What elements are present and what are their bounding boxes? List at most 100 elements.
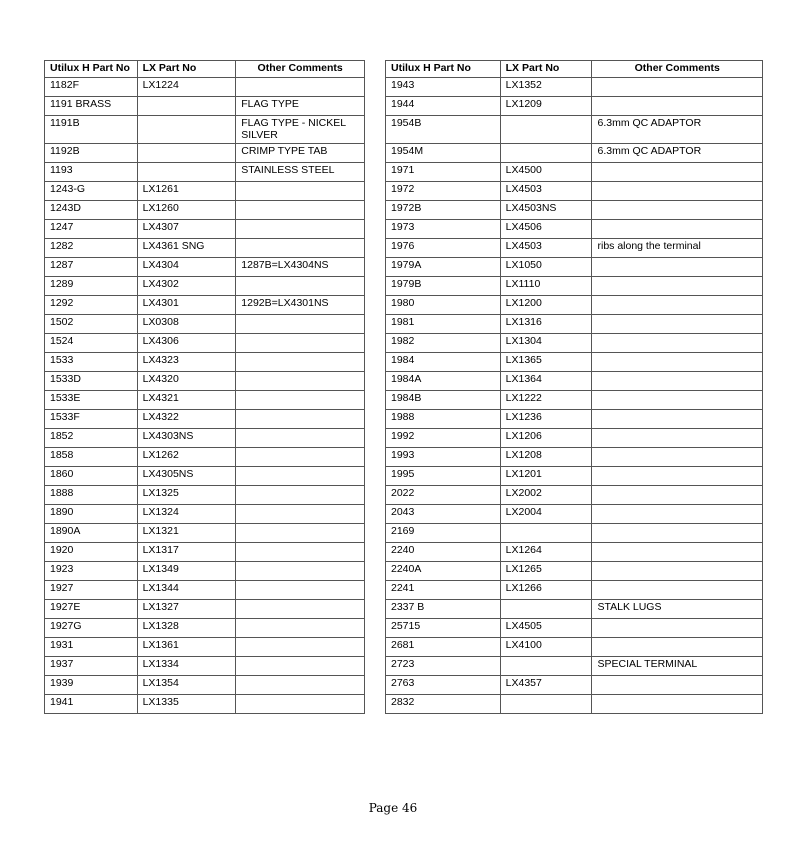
lx-part-no-cell: LX1224: [136, 77, 237, 97]
lx-part-no-cell: [499, 523, 593, 543]
utilux-part-no-cell: 1973: [385, 219, 501, 239]
lx-part-no-cell: [499, 143, 593, 163]
comments-cell: [591, 352, 763, 372]
lx-part-no-cell: LX1304: [499, 333, 593, 353]
table-row: 1852 LX4303NS: [44, 428, 365, 448]
comments-cell: [591, 219, 763, 239]
header-utilux-part-no: Utilux H Part No: [385, 60, 501, 78]
lx-part-no-cell: LX1316: [499, 314, 593, 334]
lx-part-no-cell: LX4301: [136, 295, 237, 315]
utilux-part-no-cell: 2240: [385, 542, 501, 562]
utilux-part-no-cell: 1984: [385, 352, 501, 372]
utilux-part-no-cell: 1927: [44, 580, 138, 600]
comments-cell: [235, 333, 365, 353]
utilux-part-no-cell: 1939: [44, 675, 138, 695]
comments-cell: [591, 618, 763, 638]
comments-cell: [591, 637, 763, 657]
comments-cell: ribs along the terminal: [591, 238, 763, 258]
lx-part-no-cell: LX1266: [499, 580, 593, 600]
utilux-part-no-cell: 2043: [385, 504, 501, 524]
utilux-part-no-cell: 1890A: [44, 523, 138, 543]
utilux-part-no-cell: 1858: [44, 447, 138, 467]
lx-part-no-cell: LX4361 SNG: [136, 238, 237, 258]
comments-cell: [591, 200, 763, 220]
table-row: 1860 LX4305NS: [44, 466, 365, 486]
comments-cell: [591, 333, 763, 353]
utilux-part-no-cell: 1954B: [385, 115, 501, 144]
table-row: 1193 STAINLESS STEEL: [44, 162, 365, 182]
lx-part-no-cell: LX1354: [136, 675, 237, 695]
comments-cell: [235, 504, 365, 524]
comments-cell: [591, 561, 763, 581]
comments-cell: [235, 428, 365, 448]
lx-part-no-cell: [499, 656, 593, 676]
utilux-part-no-cell: 1981: [385, 314, 501, 334]
comments-cell: [235, 219, 365, 239]
utilux-part-no-cell: 2022: [385, 485, 501, 505]
lx-part-no-cell: LX4323: [136, 352, 237, 372]
comments-cell: [591, 504, 763, 524]
table-row: 1502 LX0308: [44, 314, 365, 334]
lx-part-no-cell: LX4322: [136, 409, 237, 429]
utilux-part-no-cell: 1944: [385, 96, 501, 116]
table-row: 1988 LX1236: [385, 409, 763, 429]
utilux-part-no-cell: 1982: [385, 333, 501, 353]
page-number: Page 46: [368, 801, 418, 815]
lx-part-no-cell: LX1264: [499, 542, 593, 562]
utilux-part-no-cell: 1979A: [385, 257, 501, 277]
comments-cell: [235, 276, 365, 296]
header-row: Utilux H Part No LX Part No Other Commen…: [44, 60, 365, 78]
comments-cell: [591, 428, 763, 448]
table-row: 1927 LX1344: [44, 580, 365, 600]
utilux-part-no-cell: 1533E: [44, 390, 138, 410]
utilux-part-no-cell: 1182F: [44, 77, 138, 97]
utilux-part-no-cell: 2337 B: [385, 599, 501, 619]
lx-part-no-cell: [136, 115, 237, 144]
lx-part-no-cell: LX1110: [499, 276, 593, 296]
utilux-part-no-cell: 1943: [385, 77, 501, 97]
header-row: Utilux H Part No LX Part No Other Commen…: [385, 60, 763, 78]
table-row: 1984 LX1365: [385, 352, 763, 372]
comments-cell: [591, 542, 763, 562]
comments-cell: [591, 694, 763, 714]
table-row: 1984A LX1364: [385, 371, 763, 391]
lx-part-no-cell: LX4306: [136, 333, 237, 353]
table-row: 1923 LX1349: [44, 561, 365, 581]
utilux-part-no-cell: 2763: [385, 675, 501, 695]
utilux-part-no-cell: 1192B: [44, 143, 138, 163]
lx-part-no-cell: LX1335: [136, 694, 237, 714]
comments-cell: [235, 447, 365, 467]
lx-part-no-cell: LX1050: [499, 257, 593, 277]
comments-cell: [591, 409, 763, 429]
table-row: 1980 LX1200: [385, 295, 763, 315]
header-other-comments: Other Comments: [235, 60, 365, 78]
lx-part-no-cell: LX1325: [136, 485, 237, 505]
comments-cell: [235, 675, 365, 695]
table-row: 1939 LX1354: [44, 675, 365, 695]
table-row: 1982 LX1304: [385, 333, 763, 353]
table-row: 1954M 6.3mm QC ADAPTOR: [385, 143, 763, 163]
utilux-part-no-cell: 1979B: [385, 276, 501, 296]
lx-part-no-cell: LX1328: [136, 618, 237, 638]
header-other-comments: Other Comments: [591, 60, 763, 78]
lx-part-no-cell: LX1236: [499, 409, 593, 429]
header-lx-part-no: LX Part No: [136, 60, 237, 78]
lx-part-no-cell: LX2004: [499, 504, 593, 524]
lx-part-no-cell: [499, 694, 593, 714]
comments-cell: 6.3mm QC ADAPTOR: [591, 115, 763, 144]
lx-part-no-cell: LX1344: [136, 580, 237, 600]
table-row: 1927G LX1328: [44, 618, 365, 638]
table-row: 1247 LX4307: [44, 219, 365, 239]
utilux-part-no-cell: 1923: [44, 561, 138, 581]
table-row: 1890 LX1324: [44, 504, 365, 524]
lx-part-no-cell: LX1200: [499, 295, 593, 315]
table-row: 1533 LX4323: [44, 352, 365, 372]
comments-cell: [235, 352, 365, 372]
lx-part-no-cell: LX1262: [136, 447, 237, 467]
utilux-part-no-cell: 1193: [44, 162, 138, 182]
lx-part-no-cell: LX4503NS: [499, 200, 593, 220]
table-row: 1289 LX4302: [44, 276, 365, 296]
utilux-part-no-cell: 1984B: [385, 390, 501, 410]
table-row: 2241 LX1266: [385, 580, 763, 600]
lx-part-no-cell: LX4506: [499, 219, 593, 239]
